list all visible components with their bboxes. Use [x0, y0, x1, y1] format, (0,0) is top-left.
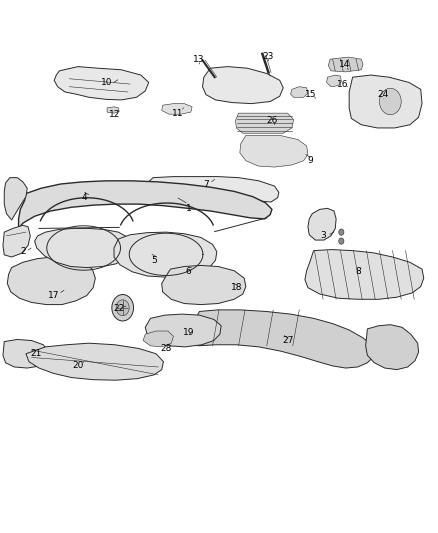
Polygon shape	[35, 229, 132, 268]
Text: 4: 4	[82, 193, 87, 202]
Polygon shape	[114, 232, 217, 277]
Text: 13: 13	[193, 55, 205, 64]
Polygon shape	[18, 181, 272, 229]
Circle shape	[339, 238, 344, 244]
Polygon shape	[54, 67, 149, 100]
Text: 11: 11	[172, 109, 184, 118]
Text: 28: 28	[160, 344, 172, 353]
Text: 21: 21	[30, 349, 42, 358]
Text: 26: 26	[266, 116, 278, 125]
Text: 14: 14	[339, 60, 350, 69]
Text: 24: 24	[378, 90, 389, 99]
Circle shape	[116, 300, 129, 316]
Polygon shape	[143, 331, 173, 347]
Polygon shape	[202, 67, 283, 103]
Circle shape	[339, 229, 344, 235]
Text: 15: 15	[305, 90, 317, 99]
Text: 22: 22	[113, 304, 125, 313]
Polygon shape	[162, 103, 192, 114]
Polygon shape	[26, 343, 163, 380]
Text: 17: 17	[48, 291, 60, 300]
Polygon shape	[328, 57, 363, 72]
Text: 23: 23	[262, 52, 273, 61]
Text: 3: 3	[320, 231, 326, 240]
Text: 9: 9	[307, 156, 313, 165]
Text: 1: 1	[186, 204, 191, 213]
Polygon shape	[7, 257, 95, 304]
Polygon shape	[305, 249, 424, 300]
Polygon shape	[189, 310, 374, 368]
Polygon shape	[240, 135, 308, 167]
Polygon shape	[308, 208, 336, 240]
Text: 18: 18	[230, 283, 242, 292]
Text: 6: 6	[186, 267, 191, 276]
Text: 8: 8	[355, 267, 361, 276]
Polygon shape	[4, 177, 27, 220]
Polygon shape	[107, 107, 119, 113]
Polygon shape	[366, 325, 419, 369]
Text: 12: 12	[109, 110, 120, 119]
Polygon shape	[3, 340, 49, 368]
Polygon shape	[148, 176, 279, 202]
Text: 10: 10	[100, 78, 112, 87]
Polygon shape	[3, 225, 30, 257]
Circle shape	[112, 295, 134, 321]
Text: 2: 2	[20, 247, 26, 256]
Text: 19: 19	[183, 328, 194, 337]
Circle shape	[379, 88, 401, 115]
Text: 7: 7	[203, 180, 209, 189]
Text: 16: 16	[336, 79, 348, 88]
Polygon shape	[145, 314, 221, 347]
Polygon shape	[236, 113, 293, 133]
Text: 27: 27	[283, 336, 294, 345]
Text: 20: 20	[72, 361, 84, 370]
Text: 5: 5	[151, 256, 157, 265]
Polygon shape	[162, 265, 246, 304]
Polygon shape	[290, 87, 308, 98]
Polygon shape	[327, 75, 341, 87]
Polygon shape	[349, 75, 422, 128]
